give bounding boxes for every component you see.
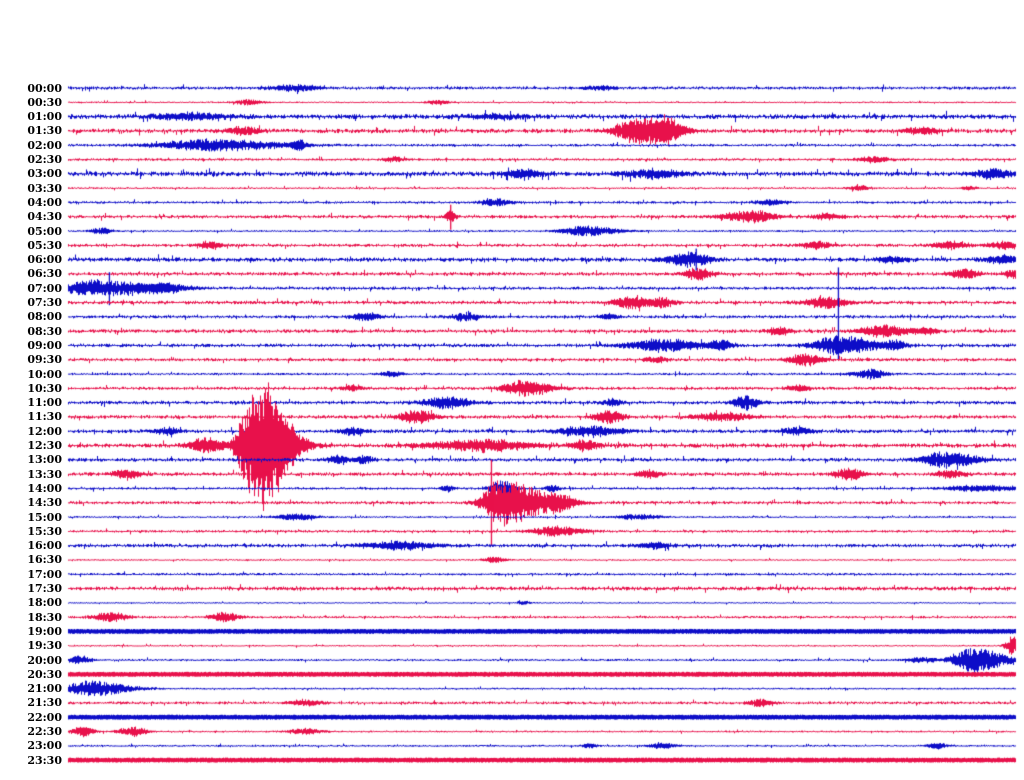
time-label: 05:00 <box>27 224 62 238</box>
time-label: 03:30 <box>27 181 62 195</box>
time-label: 04:00 <box>27 195 62 209</box>
time-label: 01:00 <box>27 110 62 124</box>
time-label: 05:30 <box>27 238 62 252</box>
time-label: 10:00 <box>27 367 62 381</box>
time-label: 14:30 <box>27 496 62 510</box>
time-label: 07:00 <box>27 281 62 295</box>
time-label: 06:30 <box>27 267 62 281</box>
time-label: 15:00 <box>27 510 62 524</box>
time-label: 18:00 <box>27 596 62 610</box>
time-label: 09:00 <box>27 338 62 352</box>
time-label: 20:00 <box>27 653 62 667</box>
time-label: 23:30 <box>27 753 62 767</box>
time-label: 17:00 <box>27 567 62 581</box>
time-label: 02:30 <box>27 153 62 166</box>
time-label: 08:00 <box>27 310 62 324</box>
time-label: 15:30 <box>27 524 62 538</box>
time-label: 20:30 <box>27 667 62 681</box>
time-label: 01:30 <box>27 124 62 138</box>
time-label: 04:30 <box>27 210 62 224</box>
time-label: 17:30 <box>27 582 62 595</box>
time-label: 21:30 <box>27 696 62 710</box>
time-label: 22:30 <box>27 725 62 738</box>
time-label: 03:00 <box>27 167 62 181</box>
time-label: 13:00 <box>27 453 62 467</box>
time-label: 00:30 <box>27 95 62 109</box>
time-label: 12:30 <box>27 439 62 452</box>
time-label: 11:00 <box>27 396 62 410</box>
time-label: 11:30 <box>27 410 62 424</box>
time-label: 06:00 <box>27 253 62 267</box>
time-label: 10:30 <box>27 381 62 395</box>
time-label: 00:00 <box>27 81 62 95</box>
time-label: 14:00 <box>27 481 62 495</box>
time-label: 23:00 <box>27 739 62 753</box>
time-label: 13:30 <box>27 467 62 481</box>
time-label: 16:30 <box>27 553 62 567</box>
time-label: 02:00 <box>27 138 62 152</box>
time-label: 18:30 <box>27 610 62 624</box>
time-label: 07:30 <box>27 296 62 309</box>
time-label: 12:00 <box>27 424 62 438</box>
time-label: 19:00 <box>27 624 62 638</box>
time-label: 21:00 <box>27 682 62 696</box>
time-label: 16:00 <box>27 539 62 553</box>
time-label: 08:30 <box>27 324 62 338</box>
time-label: 22:00 <box>27 710 62 724</box>
time-label: 19:30 <box>27 639 62 653</box>
time-label: 09:30 <box>27 353 62 367</box>
